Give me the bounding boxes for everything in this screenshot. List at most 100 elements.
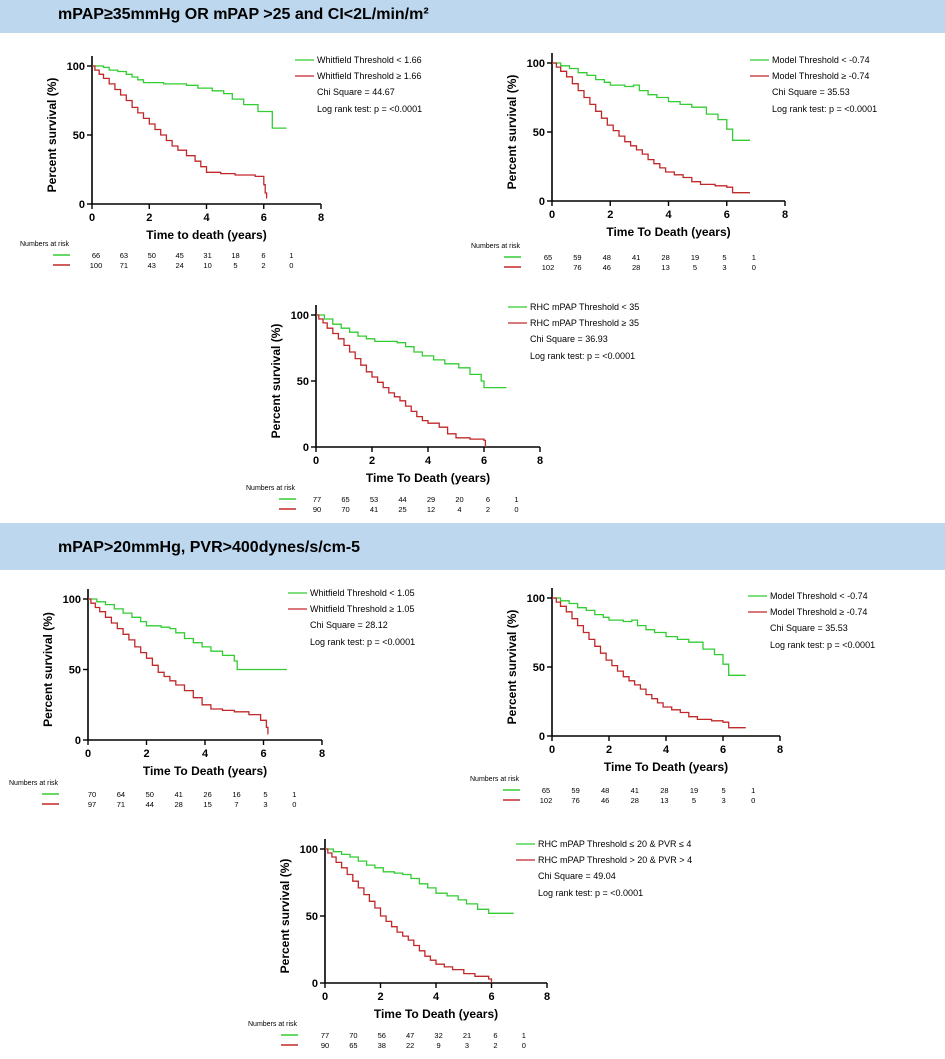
- chart2-risk-value: 0: [752, 263, 756, 272]
- chart6-legend-label: RHC mPAP Threshold ≤ 20 & PVR ≤ 4: [538, 839, 691, 849]
- section-banner-bottom: [0, 523, 945, 570]
- chart4-risk-value: 0: [292, 800, 296, 809]
- chart3-km-curve-low: [316, 314, 507, 389]
- chart3-logrank-test: Log rank test: p = <0.0001: [530, 351, 635, 361]
- chart4-km-curve-low: [88, 598, 287, 671]
- chart5-risk-value: 28: [660, 786, 668, 795]
- chart1-risk-value: 1: [289, 251, 293, 260]
- chart2-logrank-test: Log rank test: p = <0.0001: [772, 104, 877, 114]
- chart5-risk-value: 48: [601, 786, 609, 795]
- chart6-x-tick-label: 2: [377, 991, 383, 1003]
- chart5-legend-label: Model Threshold ≥ -0.74: [770, 607, 867, 617]
- chart3-x-tick-label: 6: [481, 455, 487, 467]
- chart1-risk-value: 43: [148, 261, 156, 270]
- chart2-x-axis-title: Time To Death (years): [606, 225, 730, 239]
- chart5-risk-value: 28: [631, 796, 639, 805]
- chart6-risk-value: 56: [378, 1031, 386, 1040]
- chart2-chi-square: Chi Square = 35.53: [772, 87, 850, 97]
- chart6-risk-value: 0: [522, 1041, 526, 1050]
- chart3-risk-value: 29: [427, 495, 435, 504]
- chart6-logrank-test: Log rank test: p = <0.0001: [538, 888, 643, 898]
- chart6-risk-value: 21: [463, 1031, 471, 1040]
- chart2-risk-value: 102: [542, 263, 555, 272]
- chart4-risk-value: 5: [263, 790, 267, 799]
- chart4-y-axis-title: Percent survival (%): [41, 612, 55, 727]
- chart4-y-tick-label: 0: [75, 735, 81, 747]
- chart1-x-tick-label: 4: [203, 212, 210, 224]
- chart3-numbers-at-risk-label: Numbers at risk: [246, 485, 296, 492]
- chart2-y-tick-label: 100: [527, 58, 545, 70]
- chart2-km-curve-high: [552, 62, 750, 194]
- chart5-x-tick-label: 2: [606, 744, 612, 756]
- section-title-top: mPAP≥35mmHg OR mPAP >25 and CI<2L/min/m²: [58, 6, 429, 23]
- chart5-x-tick-label: 6: [720, 744, 726, 756]
- chart5-logrank-test: Log rank test: p = <0.0001: [770, 640, 875, 650]
- chart1-risk-value: 2: [261, 261, 265, 270]
- chart6-x-tick-label: 8: [544, 991, 550, 1003]
- chart1-y-tick-label: 0: [79, 199, 85, 211]
- chart1-km-curve-high: [92, 65, 268, 199]
- chart5-chi-square: Chi Square = 35.53: [770, 623, 848, 633]
- chart6-risk-value: 2: [493, 1041, 497, 1050]
- chart2-legend-label: Model Threshold < -0.74: [772, 55, 870, 65]
- chart4-risk-value: 28: [175, 800, 183, 809]
- chart3-chi-square: Chi Square = 36.93: [530, 334, 608, 344]
- chart1-risk-value: 50: [148, 251, 156, 260]
- chart3-risk-value: 20: [455, 495, 463, 504]
- chart1-logrank-test: Log rank test: p = <0.0001: [317, 104, 422, 114]
- chart4-risk-value: 97: [88, 800, 96, 809]
- chart6-km-curve-high: [325, 848, 493, 983]
- chart4-chi-square: Chi Square = 28.12: [310, 620, 388, 630]
- section-title-bottom: mPAP>20mmHg, PVR>400dynes/s/cm-5: [58, 539, 361, 556]
- chart1-risk-value: 5: [233, 261, 237, 270]
- chart6-risk-value: 1: [522, 1031, 526, 1040]
- chart2-risk-value: 46: [603, 263, 611, 272]
- chart2-risk-value: 13: [661, 263, 669, 272]
- chart4-x-tick-label: 8: [319, 748, 325, 760]
- chart2-risk-value: 1: [752, 253, 756, 262]
- chart4-legend-label: Whitfield Threshold ≥ 1.05: [310, 604, 414, 614]
- chart6-risk-value: 90: [321, 1041, 329, 1050]
- chart2-legend-label: Model Threshold ≥ -0.74: [772, 71, 869, 81]
- chart4-x-axis-title: Time To Death (years): [143, 764, 267, 778]
- chart2-risk-value: 3: [722, 263, 726, 272]
- chart1-y-axis-title: Percent survival (%): [45, 78, 59, 193]
- chart6-risk-value: 3: [465, 1041, 469, 1050]
- chart6-chi-square: Chi Square = 49.04: [538, 871, 616, 881]
- chart6-x-tick-label: 6: [488, 991, 494, 1003]
- chart3-risk-value: 12: [427, 505, 435, 514]
- chart3-y-tick-label: 50: [297, 376, 309, 388]
- chart1-risk-value: 71: [120, 261, 128, 270]
- chart5-km-curve-high: [552, 597, 746, 729]
- chart4-x-tick-label: 0: [85, 748, 91, 760]
- chart3-y-tick-label: 0: [303, 442, 309, 454]
- chart2-x-tick-label: 4: [665, 209, 672, 221]
- chart5-legend-label: Model Threshold < -0.74: [770, 591, 868, 601]
- chart2-risk-value: 28: [661, 253, 669, 262]
- chart5-risk-value: 41: [631, 786, 639, 795]
- chart4-numbers-at-risk-label: Numbers at risk: [9, 780, 59, 787]
- chart5-risk-value: 3: [722, 796, 726, 805]
- chart6-legend-label: RHC mPAP Threshold > 20 & PVR > 4: [538, 855, 692, 865]
- chart3-x-tick-label: 4: [425, 455, 432, 467]
- chart2-risk-value: 48: [603, 253, 611, 262]
- chart2-x-tick-label: 2: [607, 209, 613, 221]
- chart2-x-tick-label: 0: [549, 209, 555, 221]
- chart6-numbers-at-risk-label: Numbers at risk: [248, 1021, 298, 1028]
- chart6-risk-value: 70: [349, 1031, 357, 1040]
- chart6-risk-value: 9: [437, 1041, 441, 1050]
- chart2-numbers-at-risk-label: Numbers at risk: [471, 243, 521, 250]
- chart1-risk-value: 63: [120, 251, 128, 260]
- chart1-risk-value: 100: [90, 261, 103, 270]
- chart1-risk-value: 24: [176, 261, 184, 270]
- chart1-risk-value: 66: [92, 251, 100, 260]
- chart2-x-tick-label: 6: [724, 209, 730, 221]
- chart4-risk-value: 26: [203, 790, 211, 799]
- chart6-risk-value: 47: [406, 1031, 414, 1040]
- chart3-risk-value: 25: [398, 505, 406, 514]
- chart1-km-curve-low: [92, 65, 287, 129]
- chart5-risk-value: 59: [571, 786, 579, 795]
- chart4-risk-value: 7: [234, 800, 238, 809]
- chart1-risk-value: 45: [176, 251, 184, 260]
